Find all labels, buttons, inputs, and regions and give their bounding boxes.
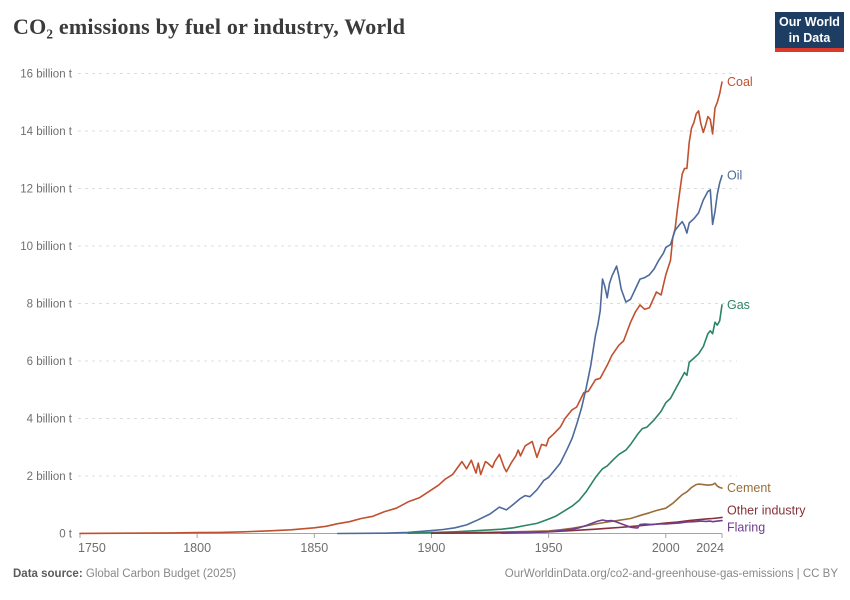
x-axis-label: 1750 — [78, 541, 106, 555]
y-axis-label: 10 billion t — [20, 241, 73, 253]
y-axis-label: 14 billion t — [20, 126, 73, 138]
chart-footer: Data source: Global Carbon Budget (2025)… — [13, 568, 838, 580]
series-label-gas[interactable]: Gas — [727, 298, 750, 312]
x-axis-label: 1850 — [300, 541, 328, 555]
owid-logo[interactable]: Our World in Data — [775, 12, 844, 52]
series-line-cement[interactable] — [430, 482, 723, 535]
series-line-oil[interactable] — [336, 174, 723, 535]
x-axis-label: 2024 — [696, 541, 724, 555]
x-axis-label: 1900 — [418, 541, 446, 555]
y-axis-label: 0 t — [59, 529, 73, 541]
y-axis-label: 4 billion t — [27, 414, 73, 426]
x-axis-label: 2000 — [652, 541, 680, 555]
y-axis-label: 12 billion t — [20, 184, 73, 196]
series-label-coal[interactable]: Coal — [727, 75, 753, 89]
owid-logo-line1: Our World — [779, 15, 840, 29]
chart-title: CO₂ emissions by fuel or industry, World — [13, 14, 406, 39]
series-label-cement[interactable]: Cement — [727, 481, 771, 495]
y-axis-label: 6 billion t — [27, 356, 73, 368]
series-line-flaring[interactable] — [500, 519, 723, 535]
owid-logo-line2: in Data — [788, 30, 831, 45]
series-label-oil[interactable]: Oil — [727, 169, 742, 183]
data-source-value: Global Carbon Budget (2025) — [85, 568, 237, 580]
series-line-coal[interactable] — [79, 81, 723, 535]
series-label-other-industry[interactable]: Other industry — [727, 503, 806, 517]
y-axis-label: 16 billion t — [20, 69, 73, 81]
y-axis-label: 2 billion t — [27, 471, 73, 483]
y-axis-label: 8 billion t — [27, 299, 73, 311]
data-source: Data source: Global Carbon Budget (2025) — [13, 568, 236, 580]
series-label-flaring[interactable]: Flaring — [727, 521, 765, 535]
series-line-gas[interactable] — [407, 304, 723, 535]
x-axis-label: 1800 — [183, 541, 211, 555]
attribution-link[interactable]: OurWorldinData.org/co2-and-greenhouse-ga… — [504, 568, 838, 580]
x-axis-label: 1950 — [535, 541, 563, 555]
data-source-label: Data source: — [13, 568, 83, 580]
